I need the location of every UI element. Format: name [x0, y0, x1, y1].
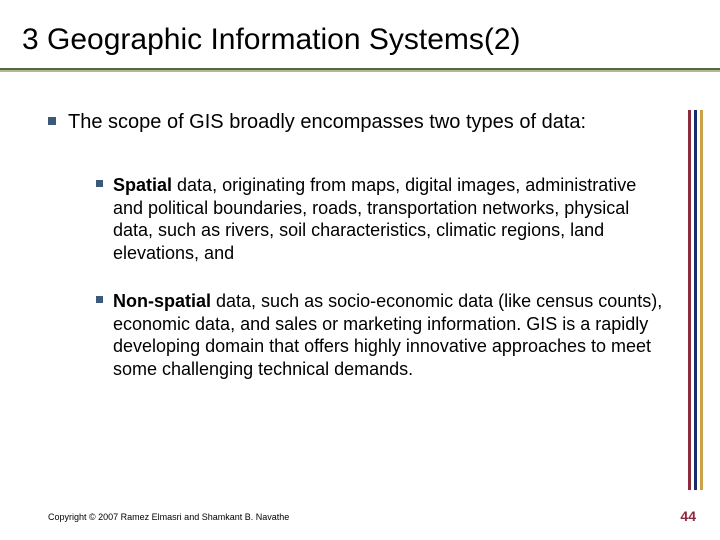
title-area: 3 Geographic Information Systems(2) — [0, 0, 720, 58]
bullet-sub1-text: Spatial data, originating from maps, dig… — [113, 174, 666, 264]
bullet-sub1: Spatial data, originating from maps, dig… — [96, 174, 666, 264]
slide-container: 3 Geographic Information Systems(2) The … — [0, 0, 720, 540]
side-bar-2 — [694, 110, 697, 490]
content-area: The scope of GIS broadly encompasses two… — [0, 110, 720, 490]
bullet-main-text: The scope of GIS broadly encompasses two… — [68, 110, 586, 135]
slide-title: 3 Geographic Information Systems(2) — [22, 22, 720, 58]
bullet-icon — [96, 180, 103, 187]
side-bar-1 — [688, 110, 691, 490]
side-bar-3 — [700, 110, 703, 490]
bullet-icon — [96, 296, 103, 303]
bold-term: Spatial — [113, 175, 172, 195]
bullet-main: The scope of GIS broadly encompasses two… — [48, 110, 658, 135]
copyright-footer: Copyright © 2007 Ramez Elmasri and Shamk… — [48, 512, 289, 522]
bullet-sub2-text: Non-spatial data, such as socio-economic… — [113, 290, 666, 380]
bold-term: Non-spatial — [113, 291, 211, 311]
bullet-icon — [48, 117, 56, 125]
page-number: 44 — [680, 508, 696, 524]
bullet-sub2: Non-spatial data, such as socio-economic… — [96, 290, 666, 380]
title-underline — [0, 68, 720, 72]
rest-text: data, originating from maps, digital ima… — [113, 175, 636, 263]
